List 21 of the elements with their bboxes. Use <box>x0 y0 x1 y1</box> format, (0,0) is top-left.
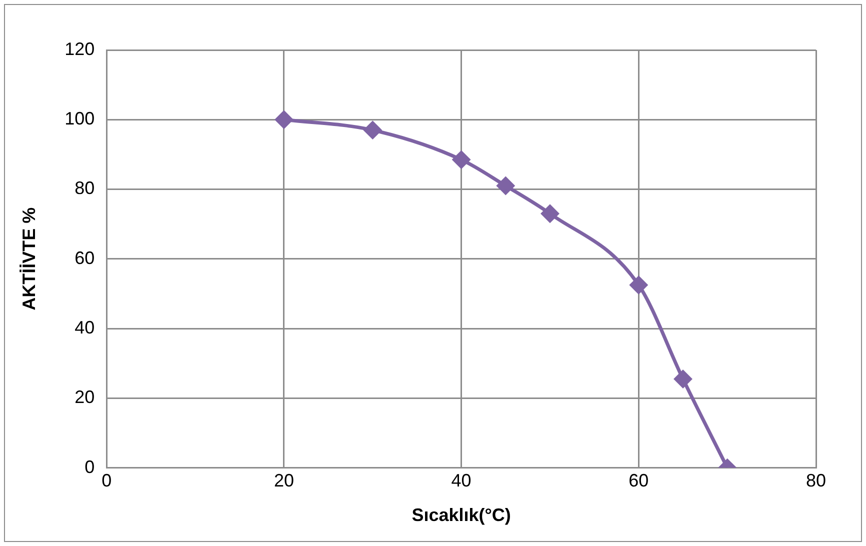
point <box>541 204 559 222</box>
point <box>275 110 293 128</box>
x-tick-label: 20 <box>274 470 294 491</box>
x-tick-label: 0 <box>102 470 112 491</box>
point <box>364 121 382 139</box>
y-axis-title: AKTİİVTE % <box>18 207 39 310</box>
x-tick-label: 40 <box>451 470 472 491</box>
y-tick-label: 40 <box>74 318 95 338</box>
point <box>674 370 692 388</box>
y-tick-label: 120 <box>64 38 95 59</box>
point <box>630 276 648 294</box>
y-tick-label: 60 <box>74 248 95 268</box>
y-tick-label: 20 <box>74 387 95 408</box>
x-axis-title: Sıcaklık(°C) <box>412 505 511 526</box>
y-tick-label: 100 <box>64 108 95 129</box>
point <box>496 177 514 195</box>
x-tick-label: 60 <box>628 470 649 491</box>
x-tick-label: 80 <box>806 470 826 491</box>
y-tick-label: 0 <box>84 456 95 477</box>
y-tick-label: 80 <box>74 178 95 198</box>
point <box>452 150 470 168</box>
